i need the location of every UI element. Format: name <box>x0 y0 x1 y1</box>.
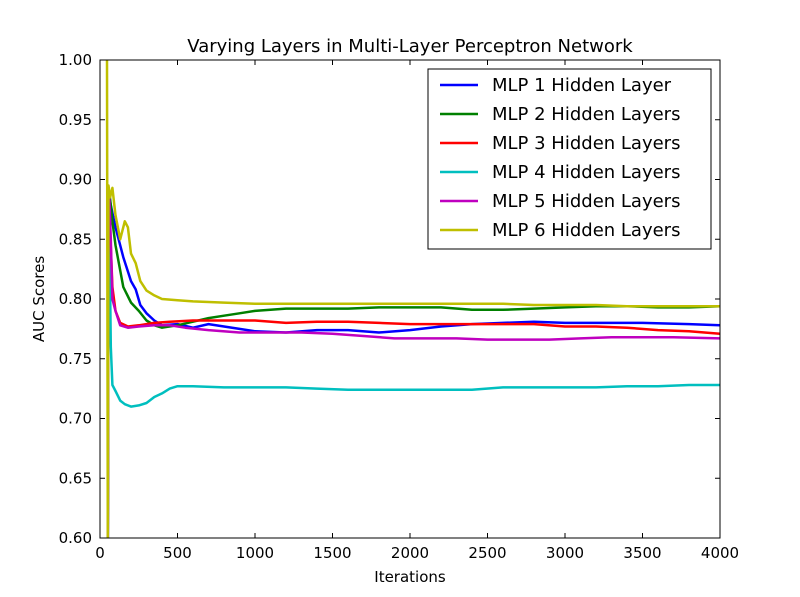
series-line-4 <box>106 214 720 538</box>
x-tick-label: 0 <box>95 544 105 562</box>
x-tick-label: 3000 <box>546 544 584 562</box>
x-tick-label: 4000 <box>701 544 739 562</box>
legend: MLP 1 Hidden Layer MLP 2 Hidden Layers MLP… <box>427 68 712 250</box>
series-line-1 <box>106 196 720 538</box>
y-tick-label: 0.95 <box>59 111 92 129</box>
y-axis-label: AUC Scores <box>30 256 48 342</box>
legend-label-3: MLP 3 Hidden Layers <box>492 133 680 154</box>
y-tick-label: 0.85 <box>59 230 92 248</box>
series-line-2 <box>106 190 720 538</box>
x-tick-label: 2000 <box>391 544 429 562</box>
y-tick-label: 0.65 <box>59 469 92 487</box>
plot-frame <box>99 59 721 539</box>
series-line-3 <box>106 208 720 538</box>
y-tick-label: 0.90 <box>59 171 92 189</box>
series-line-6 <box>105 60 720 538</box>
x-tick-label: 1000 <box>236 544 274 562</box>
legend-label-6: MLP 6 Hidden Layers <box>492 220 680 241</box>
legend-label-4: MLP 4 Hidden Layers <box>492 162 680 183</box>
chart-title: Varying Layers in Multi-Layer Perceptron… <box>187 36 633 57</box>
y-tick-label: 0.70 <box>59 410 92 428</box>
y-tick-label: 0.80 <box>59 290 92 308</box>
legend-label-2: MLP 2 Hidden Layers <box>492 104 680 125</box>
legend-label-5: MLP 5 Hidden Layers <box>492 191 680 212</box>
y-ticks: 0.60 0.65 0.70 0.75 0.80 0.85 0.90 0.95 1.00 <box>59 51 720 547</box>
y-tick-label: 1.00 <box>59 51 92 69</box>
x-ticks: 0 500 1000 1500 2000 2500 3000 3500 4000 <box>95 60 739 562</box>
legend-label-1: MLP 1 Hidden Layer <box>492 75 672 96</box>
series-lines <box>105 60 720 538</box>
x-tick-label: 500 <box>163 544 192 562</box>
y-tick-label: 0.60 <box>59 529 92 547</box>
x-tick-label: 2500 <box>468 544 506 562</box>
x-tick-label: 1500 <box>313 544 351 562</box>
x-tick-label: 3500 <box>623 544 661 562</box>
series-line-5 <box>106 196 720 538</box>
legend-box <box>427 68 712 250</box>
x-axis-label: Iterations <box>374 568 446 586</box>
y-tick-label: 0.75 <box>59 350 92 368</box>
